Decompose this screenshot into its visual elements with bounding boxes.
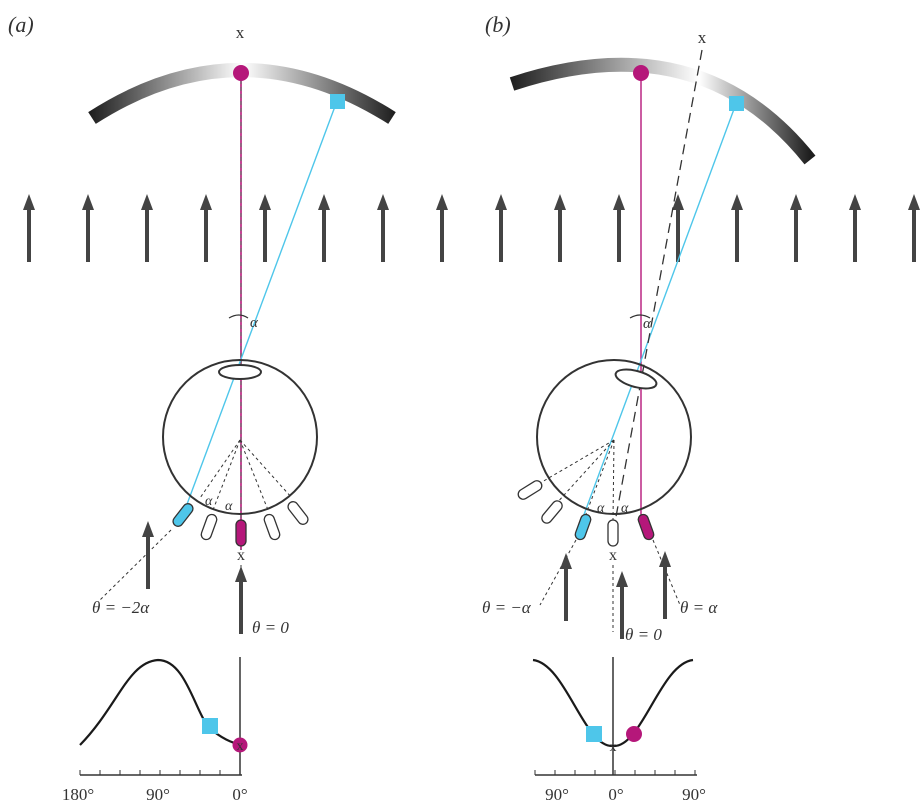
panel-b-receptor-center [607,519,619,547]
panel-b-curve-circle-marker [626,726,642,742]
panel-a-tuning-curve [79,658,241,746]
panel-b-curve-square-marker [586,726,602,742]
panel-a-tick-90: 90° [146,785,170,804]
panel-a-receptor-cyan [172,503,194,527]
panel-a-curve-circle-marker [232,737,248,753]
panel-b-receptor-magenta [637,513,655,541]
panel-a-receptor-2 [263,513,281,541]
panel-a-receptor-arrow-center [235,566,247,634]
panel-a-alpha-right: α [225,499,233,514]
panel-a-theta-left: θ = −2α [92,598,150,617]
panel-b-curve-ticks [534,770,696,775]
up-arrow-8 [436,194,448,262]
panel-a-curve-ticks [79,770,241,775]
up-arrow-4 [200,194,212,262]
panel-a-receptor-3 [287,501,309,525]
panel-b-tick-left: 90° [545,785,569,804]
panel-b-receptor-rays [534,439,615,521]
panel-b-alpha-left: α [597,501,605,516]
panel-b-receptor-arrow-left [560,553,572,621]
panel-b-lens [614,368,658,390]
panel-b-tick-center: 0° [608,785,623,804]
panel-a-receptor-magenta [235,519,247,547]
panel-a-tick-180: 180° [62,785,94,804]
panel-b-screen-circle-marker [633,65,649,81]
up-arrow-3 [141,194,153,262]
panel-a-angle-label: α [250,315,259,331]
panel-b-receptor-1 [517,480,543,500]
panel-b-receptor-arrow-right [659,551,671,619]
up-arrow-7 [377,194,389,262]
panel-b-theta-left-leader [539,539,577,606]
panel-b-theta-right: θ = α [680,598,718,617]
panel-b-gradient-screen [509,57,816,165]
panel-b-cyan-ray [581,100,738,521]
up-arrow-13 [731,194,743,262]
up-arrow-12 [672,194,684,262]
up-arrow-14 [790,194,802,262]
panel-b-screen-x-mark: x [698,28,707,47]
panel-b-tick-right: 90° [682,785,706,804]
panel-a-screen-x-mark: x [236,23,245,42]
panel-b-theta-left: θ = −α [482,598,532,617]
panel-a-receptor-x-mark: x [237,547,245,564]
panel-b-theta-center: θ = 0 [625,625,662,644]
panel-b-dashed-axis [612,49,703,534]
up-arrow-1 [23,194,35,262]
panel-b-angle-label: α [643,316,652,332]
panel-a-cyan-ray [182,100,338,516]
panel-a-angle-arc [228,314,249,319]
panel-b-tuning-curve [532,658,694,748]
panel-a-theta-left-leader [99,529,172,601]
panel-a-receptor-1 [200,513,218,541]
panel-b-label: (b) [485,12,511,37]
up-arrow-15 [849,194,861,262]
panel-a-screen-square-marker [330,94,345,109]
panel-a-curve-x-mark: x [237,739,244,754]
panel-b-receptor-2 [541,500,563,524]
panel-a-label: (a) [8,12,34,37]
panel-a-receptor-arrow-left [142,521,154,589]
panel-a-curve-square-marker [202,718,218,734]
panel-b-receptor-x-mark: x [609,547,617,564]
panel-b-receptor-cyan [574,513,592,541]
up-arrow-6 [318,194,330,262]
panel-a-theta-center: θ = 0 [252,618,289,637]
panel-a-lens [218,364,262,380]
panel-b-eye [536,359,692,515]
panel-b-angle-arc [629,314,651,319]
panel-b-curve-x-mark: x [610,740,617,755]
up-arrow-11 [613,194,625,262]
panel-a-receptor-rays [199,439,293,511]
arrow-row [23,194,920,262]
panel-b-screen-square-marker [729,96,744,111]
up-arrow-2 [82,194,94,262]
up-arrow-5 [259,194,271,262]
panel-b-receptor-arrow-center [616,571,628,639]
panel-a-eye [162,359,318,515]
panel-a-alpha-left: α [205,494,213,509]
up-arrow-16 [908,194,920,262]
panel-b-alpha-right: α [621,501,629,516]
panel-a-tick-0: 0° [232,785,247,804]
up-arrow-9 [495,194,507,262]
panel-a-screen-circle-marker [233,65,249,81]
up-arrow-10 [554,194,566,262]
